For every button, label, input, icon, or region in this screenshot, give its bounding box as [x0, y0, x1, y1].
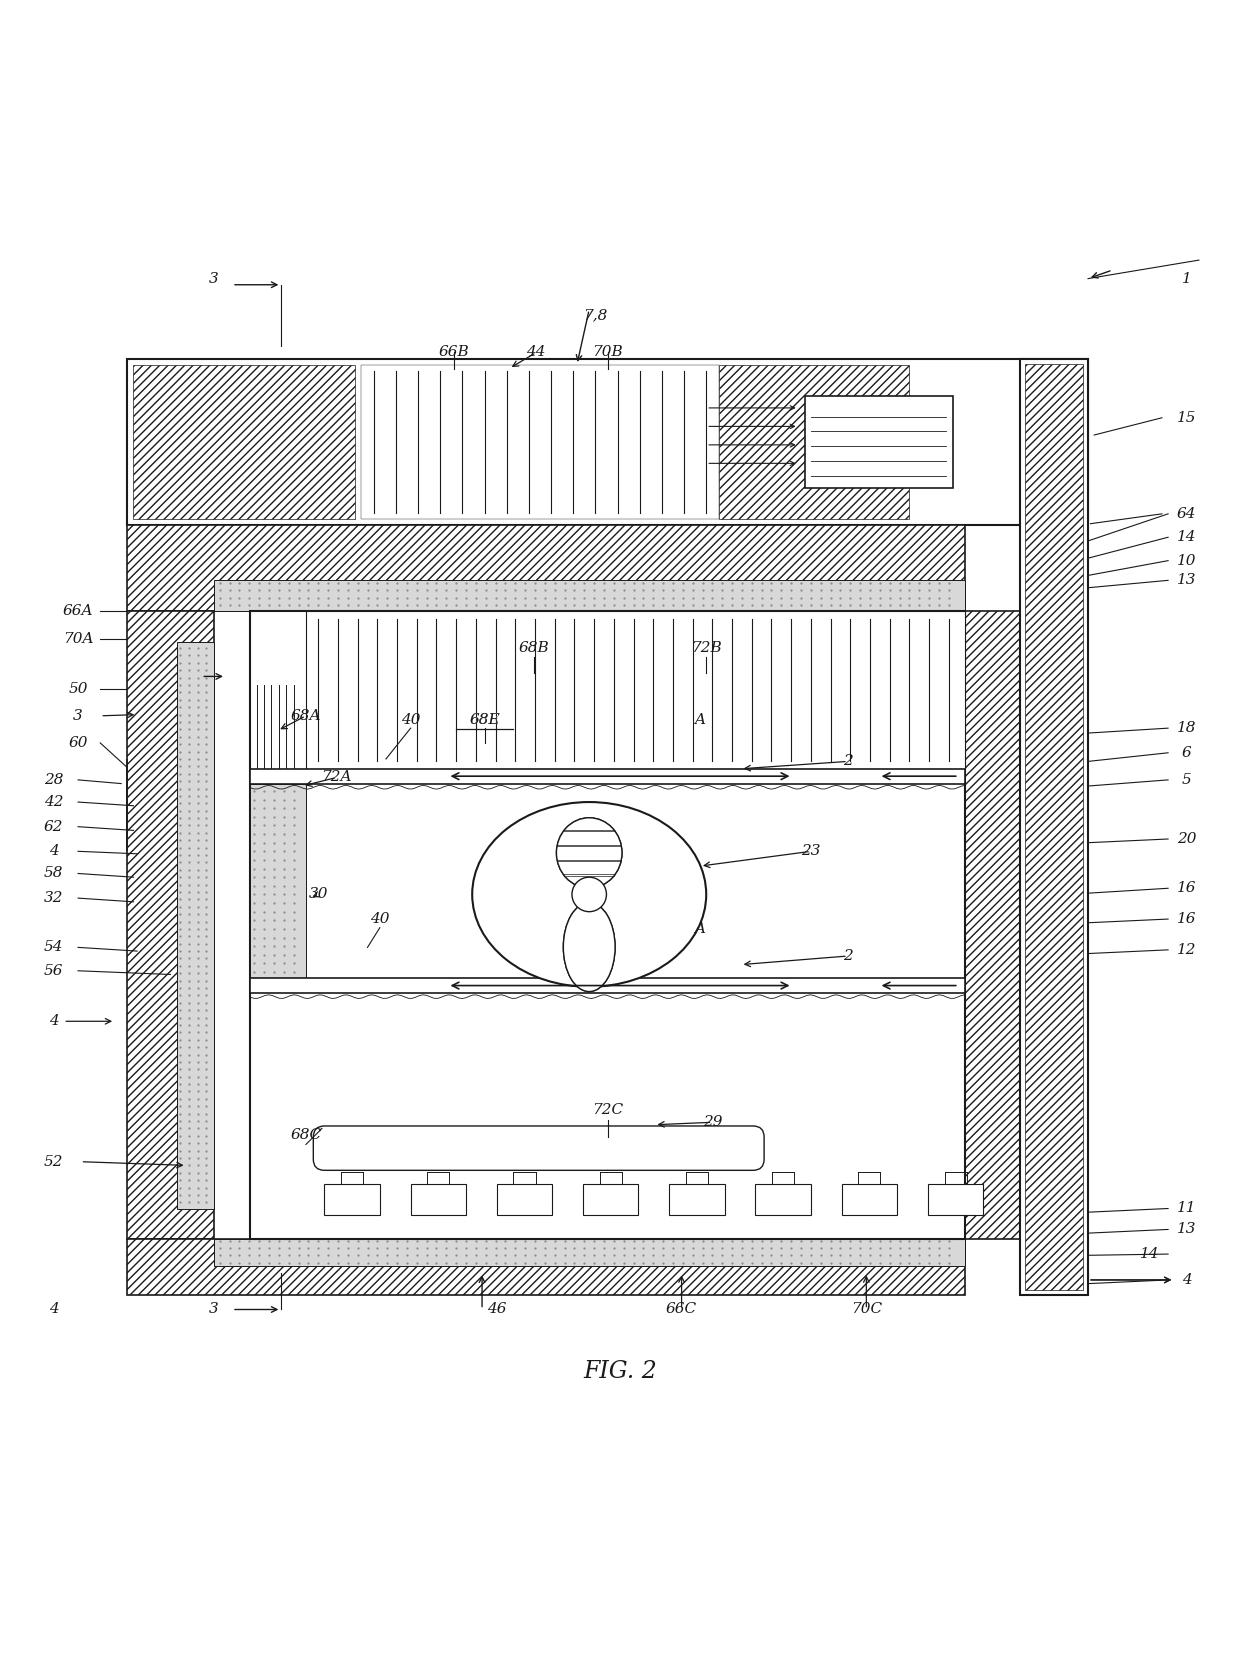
Text: 68E: 68E: [469, 713, 500, 727]
Bar: [670, 1185, 724, 1215]
Text: 46: 46: [487, 1302, 507, 1317]
Text: 12: 12: [1177, 943, 1197, 956]
Text: 28: 28: [43, 774, 63, 787]
Text: 5: 5: [1182, 774, 1192, 787]
Bar: [361, 364, 718, 519]
Text: 50: 50: [68, 681, 88, 696]
Bar: [842, 1185, 897, 1215]
Ellipse shape: [563, 903, 615, 992]
Ellipse shape: [563, 903, 615, 992]
Text: 4: 4: [48, 1014, 58, 1029]
Text: A: A: [694, 713, 706, 727]
Text: 40: 40: [370, 913, 389, 926]
Bar: [755, 1185, 811, 1215]
Text: 68E: 68E: [469, 713, 500, 727]
Text: 4: 4: [1182, 1274, 1192, 1287]
Text: 70B: 70B: [593, 346, 622, 359]
Bar: [325, 1185, 379, 1215]
Text: FIG. 2: FIG. 2: [583, 1359, 657, 1383]
Text: 42: 42: [43, 795, 63, 809]
Text: 3: 3: [73, 708, 83, 723]
Text: 54: 54: [43, 940, 63, 955]
Text: 64: 64: [1177, 507, 1197, 520]
Bar: [928, 1185, 983, 1215]
Text: 66B: 66B: [439, 346, 469, 359]
Text: 3: 3: [208, 272, 218, 285]
Text: 2: 2: [843, 950, 853, 963]
Text: 68C: 68C: [290, 1128, 321, 1141]
Text: 13: 13: [1177, 574, 1197, 587]
Text: 68A: 68A: [290, 708, 321, 723]
Text: 70C: 70C: [851, 1302, 882, 1317]
Bar: [497, 1185, 552, 1215]
Text: 2: 2: [843, 755, 853, 769]
Text: 56: 56: [43, 963, 63, 978]
Text: 52: 52: [43, 1154, 63, 1168]
Bar: [128, 525, 965, 611]
Text: 32: 32: [43, 891, 63, 904]
Text: 66A: 66A: [63, 604, 93, 618]
Ellipse shape: [472, 802, 707, 987]
Bar: [250, 611, 965, 1240]
Text: 66C: 66C: [666, 1302, 697, 1317]
Text: 58: 58: [43, 866, 63, 881]
Text: 30: 30: [309, 888, 329, 901]
Text: 7,8: 7,8: [583, 309, 608, 322]
Ellipse shape: [557, 817, 622, 888]
Text: 1: 1: [1182, 272, 1192, 285]
Text: 68B: 68B: [518, 641, 549, 654]
Bar: [718, 364, 909, 519]
Bar: [134, 364, 355, 519]
Text: 72A: 72A: [321, 770, 352, 784]
Text: 18: 18: [1177, 722, 1197, 735]
Text: 23: 23: [801, 844, 821, 859]
Text: 4: 4: [48, 844, 58, 859]
Circle shape: [572, 878, 606, 911]
Text: 70A: 70A: [63, 633, 93, 646]
Text: 14: 14: [1177, 530, 1197, 544]
Text: 10: 10: [1177, 554, 1197, 567]
Bar: [128, 359, 1087, 525]
Text: 60: 60: [68, 737, 88, 750]
FancyBboxPatch shape: [314, 1126, 764, 1170]
Text: 29: 29: [703, 1116, 722, 1129]
Bar: [128, 611, 213, 1240]
Text: 16: 16: [1177, 913, 1197, 926]
Text: 3: 3: [208, 1302, 218, 1317]
Text: 6: 6: [1182, 745, 1192, 760]
Bar: [250, 769, 965, 784]
Bar: [176, 643, 213, 1208]
Text: 13: 13: [1177, 1223, 1197, 1237]
Text: A: A: [694, 921, 706, 936]
Text: 4: 4: [48, 1302, 58, 1317]
Text: 72B: 72B: [691, 641, 722, 654]
Bar: [805, 396, 952, 488]
Bar: [583, 1185, 639, 1215]
Bar: [128, 1240, 965, 1295]
Text: 72C: 72C: [593, 1102, 624, 1118]
Text: 68E: 68E: [469, 713, 500, 727]
Bar: [250, 784, 306, 978]
Text: 40: 40: [401, 713, 420, 727]
Text: 11: 11: [1177, 1201, 1197, 1215]
Bar: [965, 611, 1021, 1240]
Text: 15: 15: [1177, 411, 1197, 425]
Bar: [306, 611, 965, 769]
Text: 14: 14: [1140, 1247, 1159, 1262]
Text: 62: 62: [43, 819, 63, 834]
Bar: [213, 1240, 965, 1267]
Bar: [1021, 359, 1087, 1295]
Text: 44: 44: [527, 346, 546, 359]
Ellipse shape: [557, 817, 622, 888]
Bar: [410, 1185, 466, 1215]
Text: 16: 16: [1177, 881, 1197, 896]
Bar: [213, 581, 965, 611]
Bar: [250, 978, 965, 993]
Text: 20: 20: [1177, 832, 1197, 846]
Bar: [1025, 364, 1083, 1290]
